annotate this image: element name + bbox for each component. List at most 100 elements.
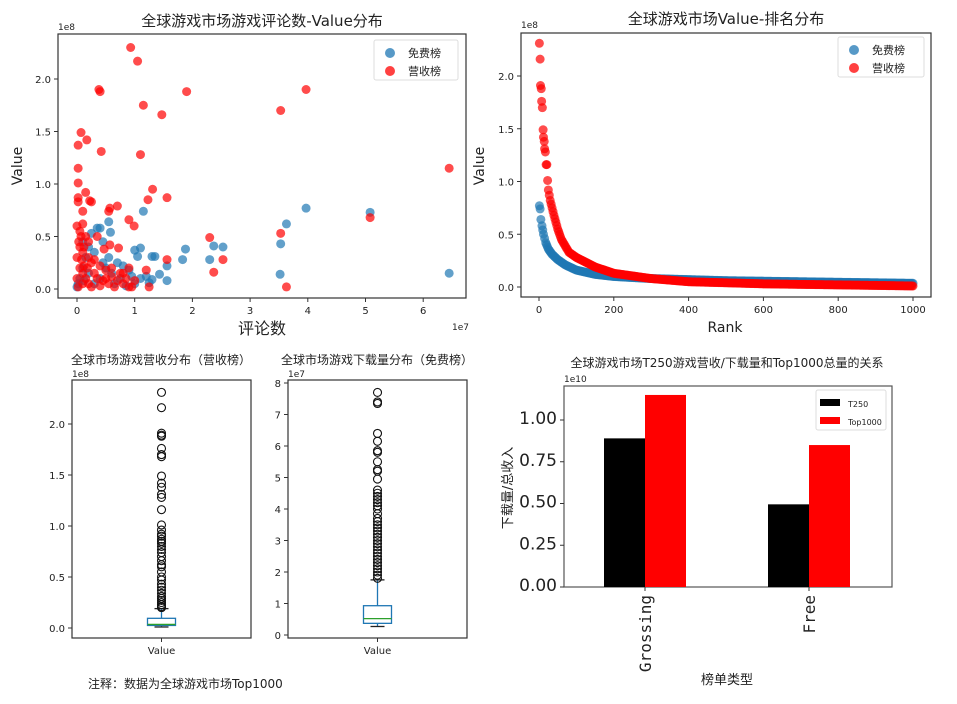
data-point <box>205 233 215 243</box>
y-tick-label: 0.5 <box>498 230 514 241</box>
outlier-point <box>372 398 383 409</box>
axes-frame <box>57 33 467 299</box>
x-tick-label: 0 <box>536 305 542 316</box>
chart-title: 全球游戏市场T250游戏营收/下载量和Top1000总量的关系 <box>570 355 883 370</box>
data-point <box>162 261 172 271</box>
legend-marker <box>849 45 859 55</box>
data-point <box>121 274 131 283</box>
y-axis-label: Value <box>472 147 488 185</box>
outlier-point <box>372 509 383 519</box>
data-point <box>86 282 96 292</box>
x-tick-label: 2 <box>189 306 195 317</box>
outlier-point <box>372 498 383 508</box>
data-point <box>540 147 550 157</box>
outlier-point <box>372 545 383 555</box>
legend-label: Top1000 <box>847 418 882 427</box>
data-point <box>112 258 122 268</box>
legend-label: 免费榜 <box>408 46 441 60</box>
y-tick-label: 1.00 <box>519 409 557 429</box>
x-tick-label: 4 <box>305 306 311 317</box>
data-point <box>218 242 228 252</box>
outlier-point <box>156 588 167 598</box>
data-point <box>115 268 125 278</box>
data-point <box>82 263 92 273</box>
data-point <box>96 146 106 156</box>
y-offset-label: 1e10 <box>564 375 587 385</box>
data-point <box>182 87 192 97</box>
y-offset-label: 1e8 <box>58 23 75 33</box>
x-tick-label: 5 <box>362 306 368 317</box>
y-tick-label: 1.0 <box>498 178 514 189</box>
data-point <box>135 150 145 160</box>
outlier-point <box>156 531 167 541</box>
data-point <box>101 274 111 283</box>
data-point <box>276 106 286 115</box>
data-point <box>138 206 148 216</box>
data-point <box>157 110 167 120</box>
data-point <box>89 247 99 257</box>
data-point <box>162 255 172 265</box>
x-tick-label: Value <box>364 646 391 657</box>
chart-title: 全球游戏市场Value-排名分布 <box>628 10 825 28</box>
outlier-point <box>156 478 167 488</box>
y-tick-label: 0.5 <box>49 573 65 584</box>
data-point <box>209 241 219 251</box>
data-point <box>77 255 87 265</box>
data-point <box>133 56 143 66</box>
data-point <box>534 38 544 48</box>
data-point <box>281 282 291 292</box>
bar-t250-grossing <box>604 438 645 587</box>
data-point <box>276 239 286 249</box>
x-tick-label: 1000 <box>900 305 925 316</box>
data-point <box>78 279 88 289</box>
y-tick-label: 0.5 <box>35 233 51 244</box>
outlier-point <box>372 494 383 505</box>
outlier-point <box>372 539 383 549</box>
outlier-point <box>372 532 383 542</box>
outlier-point <box>156 452 167 462</box>
outlier-point <box>372 474 383 484</box>
y-axis-label: 下载量/总收入 <box>501 447 516 529</box>
boxplot-free-chart: 全球市场游戏下载量分布（免费榜） 1e7 0 1 2 3 4 5 6 7 8 Value <box>275 352 473 657</box>
y-tick-label: 2.0 <box>35 75 51 86</box>
data-point <box>141 265 151 275</box>
x-tick-label: Grossing <box>636 595 655 672</box>
data-point <box>82 135 92 145</box>
data-point <box>124 215 134 225</box>
data-point <box>95 281 105 291</box>
y-tick-label: 1.0 <box>35 180 51 191</box>
outlier-point <box>372 488 383 498</box>
data-point <box>155 269 165 279</box>
y-axis-label: Value <box>10 147 26 185</box>
outlier-point <box>372 561 383 571</box>
y-tick-label: 5 <box>275 474 281 485</box>
iqr-box <box>362 605 393 624</box>
data-point <box>542 160 552 170</box>
data-point <box>536 84 546 94</box>
y-tick-label: 1 <box>275 600 281 611</box>
y-tick-label: 4 <box>275 505 281 516</box>
x-tick-label: 800 <box>829 305 848 316</box>
data-point <box>535 54 545 64</box>
outlier-point <box>372 573 383 583</box>
legend-marker <box>385 48 395 58</box>
outlier-point <box>372 485 383 495</box>
data-point <box>107 263 117 273</box>
chart-title: 全球市场游戏下载量分布（免费榜） <box>281 352 473 367</box>
data-point <box>112 201 122 211</box>
legend-box <box>837 36 925 78</box>
axes-frame <box>520 32 932 298</box>
data-point <box>144 282 154 292</box>
data-point <box>95 87 105 97</box>
outlier-point <box>156 572 167 582</box>
outlier-point <box>372 557 383 568</box>
data-point <box>73 178 83 188</box>
data-point <box>209 267 219 277</box>
y-tick-label: 2 <box>275 568 281 579</box>
outlier-point <box>156 492 167 502</box>
data-point <box>276 228 286 238</box>
y-tick-label: 0.0 <box>35 285 51 296</box>
outlier-point <box>372 526 383 536</box>
data-point <box>180 244 190 254</box>
